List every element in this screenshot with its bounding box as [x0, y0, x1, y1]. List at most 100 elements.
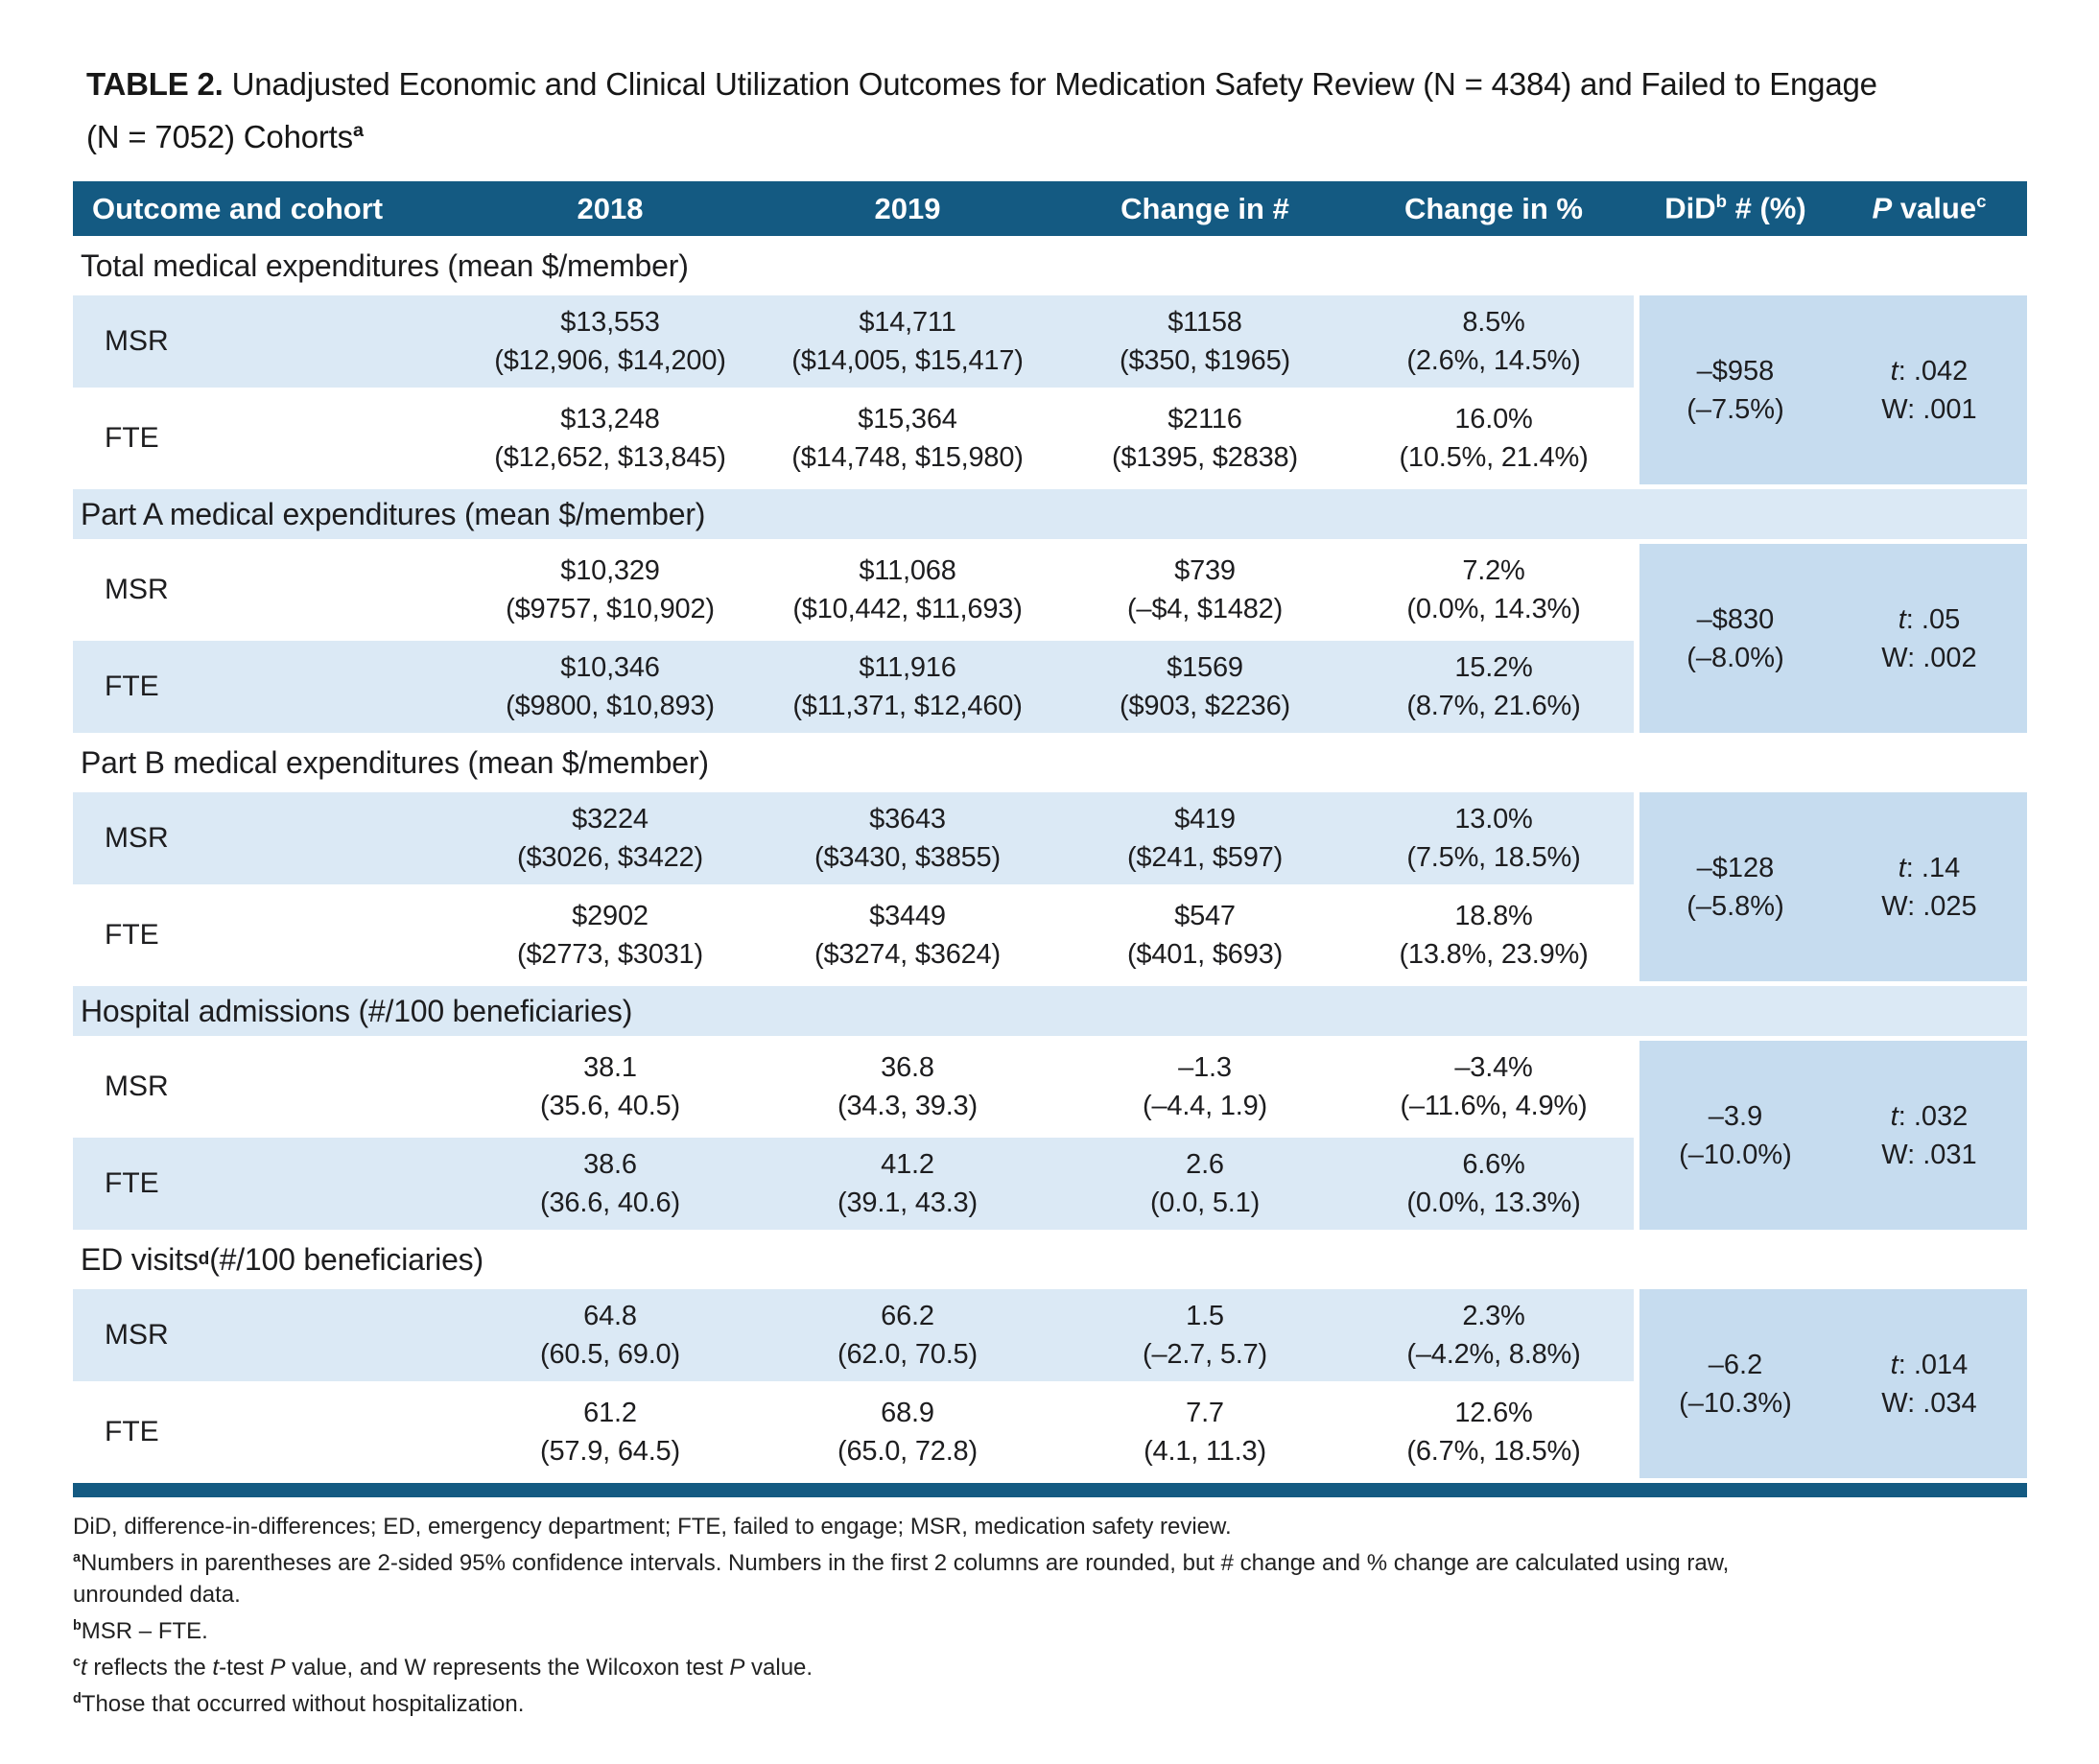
value: $11,916 [859, 652, 956, 683]
confidence-interval: ($10,442, $11,693) [792, 594, 1023, 624]
footnote-b: bMSR – FTE. [73, 1618, 208, 1644]
value: $10,329 [560, 555, 660, 586]
cell-change-number: $739 (–$4, $1482) [1056, 544, 1354, 636]
value: $10,346 [560, 652, 660, 683]
confidence-interval: (8.7%, 21.6%) [1406, 691, 1581, 721]
value: 6.6% [1462, 1149, 1525, 1180]
table-title: TABLE 2. Unadjusted Economic and Clinica… [86, 0, 2026, 160]
section-rows: MSR 64.8 (60.5, 69.0) 66.2 (62.0, 70.5) … [73, 1289, 2027, 1478]
cell-2018: 61.2 (57.9, 64.5) [461, 1386, 759, 1478]
value: $1569 [1167, 652, 1243, 683]
confidence-interval: ($9757, $10,902) [506, 594, 715, 624]
confidence-interval: ($12,906, $14,200) [494, 345, 726, 376]
value: 41.2 [881, 1149, 934, 1180]
cell-2019: $11,916 ($11,371, $12,460) [759, 641, 1056, 733]
did-value: –$958 (–7.5%) [1639, 295, 1831, 484]
value: $13,553 [560, 307, 660, 338]
did-percent: (–10.0%) [1679, 1139, 1792, 1170]
value: 8.5% [1462, 307, 1525, 338]
footnote-d: dThose that occurred without hospitaliza… [73, 1691, 525, 1717]
confidence-interval: ($3274, $3624) [814, 939, 1001, 970]
pvalue-cell: t: .14 W: .025 [1831, 792, 2027, 981]
section-header: Hospital admissions (#/100 beneficiaries… [73, 986, 2027, 1036]
value: $2902 [572, 901, 649, 931]
cell-change-number: 7.7 (4.1, 11.3) [1056, 1386, 1354, 1478]
confidence-interval: (60.5, 69.0) [540, 1339, 680, 1370]
footnote-a: aNumbers in parentheses are 2-sided 95% … [73, 1550, 1730, 1576]
cell-change-percent: 7.2% (0.0%, 14.3%) [1354, 544, 1634, 636]
cell-change-number: 2.6 (0.0, 5.1) [1056, 1138, 1354, 1230]
did-pvalue-merged-cell: –$958 (–7.5%) t: .042 W: .001 [1639, 295, 2027, 484]
confidence-interval: ($401, $693) [1126, 939, 1284, 970]
section-rows: MSR $10,329 ($9757, $10,902) $11,068 ($1… [73, 544, 2027, 733]
col-header-2019: 2019 [874, 191, 941, 225]
cell-2019: $14,711 ($14,005, $15,417) [759, 295, 1056, 388]
did-number: –3.9 [1708, 1100, 1763, 1132]
confidence-interval: (65.0, 72.8) [837, 1436, 978, 1467]
confidence-interval: (–4.2%, 8.8%) [1406, 1339, 1581, 1370]
cohort-label-msr: MSR [73, 1289, 461, 1381]
wilcoxon-pvalue: W: .002 [1881, 642, 1977, 673]
confidence-interval: (39.1, 43.3) [837, 1188, 978, 1218]
value: $13,248 [560, 404, 660, 435]
section-part-a-medical-expenditures: Part A medical expenditures (mean $/memb… [73, 489, 2027, 733]
section-part-b-medical-expenditures: Part B medical expenditures (mean $/memb… [73, 738, 2027, 981]
cohort-label-fte: FTE [105, 1416, 159, 1447]
cell-change-percent: 15.2% (8.7%, 21.6%) [1354, 641, 1634, 733]
wilcoxon-pvalue: W: .031 [1881, 1139, 1977, 1170]
value: $1158 [1167, 307, 1242, 338]
col-header-change-percent: Change in % [1403, 191, 1583, 225]
confidence-interval: (0.0%, 13.3%) [1406, 1188, 1581, 1218]
cell-change-percent: –3.4% (–11.6%, 4.9%) [1354, 1041, 1634, 1133]
cohort-label-fte: FTE [73, 1138, 461, 1230]
cell-change-percent: 13.0% (7.5%, 18.5%) [1354, 792, 1634, 884]
footnote-abbreviations: DiD, difference-in-differences; ED, emer… [73, 1514, 1232, 1540]
confidence-interval: ($3026, $3422) [517, 842, 703, 873]
section-hospital-admissions: Hospital admissions (#/100 beneficiaries… [73, 986, 2027, 1230]
confidence-interval: ($350, $1965) [1120, 345, 1290, 376]
value: 13.0% [1454, 804, 1533, 835]
section-header: Part B medical expenditures (mean $/memb… [81, 744, 709, 780]
t-test-pvalue: t: .14 [1898, 852, 1961, 883]
value: 1.5 [1186, 1301, 1224, 1331]
value: $2116 [1167, 404, 1242, 435]
cell-2018: 38.1 (35.6, 40.5) [461, 1041, 759, 1133]
value: –1.3 [1178, 1052, 1232, 1083]
cell-change-percent: 18.8% (13.8%, 23.9%) [1354, 889, 1634, 981]
did-pvalue-merged-cell: –3.9 (–10.0%) t: .032 W: .031 [1639, 1041, 2027, 1230]
cell-2019: 36.8 (34.3, 39.3) [759, 1041, 1056, 1133]
section-rows: MSR 38.1 (35.6, 40.5) 36.8 (34.3, 39.3) … [73, 1041, 2027, 1230]
t-test-pvalue: t: .032 [1890, 1100, 1969, 1132]
cell-2019: 66.2 (62.0, 70.5) [759, 1289, 1056, 1381]
cell-2019: $15,364 ($14,748, $15,980) [759, 392, 1056, 484]
value: 16.0% [1454, 404, 1533, 435]
did-value: –$128 (–5.8%) [1639, 792, 1831, 981]
value: $15,364 [858, 404, 957, 435]
confidence-interval: (0.0, 5.1) [1149, 1188, 1261, 1218]
cell-2018: 38.6 (36.6, 40.6) [461, 1138, 759, 1230]
did-number: –$958 [1696, 355, 1775, 387]
did-value: –$830 (–8.0%) [1639, 544, 1831, 733]
confidence-interval: (2.6%, 14.5%) [1406, 345, 1581, 376]
value: $547 [1174, 901, 1236, 931]
section-rows: MSR $3224 ($3026, $3422) $3643 ($3430, $… [73, 792, 2027, 981]
cell-change-number: $419 ($241, $597) [1056, 792, 1354, 884]
cell-2018: $10,329 ($9757, $10,902) [461, 544, 759, 636]
table-header-row: Outcome and cohort 2018 2019 Change in #… [73, 181, 2027, 236]
cell-change-number: $1158 ($350, $1965) [1056, 295, 1354, 388]
did-pvalue-merged-cell: –$830 (–8.0%) t: .05 W: .002 [1639, 544, 2027, 733]
cell-change-percent: 16.0% (10.5%, 21.4%) [1354, 392, 1634, 484]
value: 15.2% [1454, 652, 1533, 683]
cell-change-percent: 12.6% (6.7%, 18.5%) [1354, 1386, 1634, 1478]
t-test-pvalue: t: .05 [1898, 603, 1961, 635]
value: $3643 [869, 804, 946, 835]
cell-2018: $13,248 ($12,652, $13,845) [461, 392, 759, 484]
cell-change-percent: 6.6% (0.0%, 13.3%) [1354, 1138, 1634, 1230]
confidence-interval: ($12,652, $13,845) [494, 442, 726, 473]
table-title-line1: TABLE 2. Unadjusted Economic and Clinica… [86, 66, 1877, 102]
confidence-interval: (7.5%, 18.5%) [1406, 842, 1581, 873]
pvalue-cell: t: .042 W: .001 [1831, 295, 2027, 484]
confidence-interval: (35.6, 40.5) [540, 1091, 680, 1121]
value: 36.8 [881, 1052, 934, 1083]
did-percent: (–7.5%) [1686, 393, 1784, 425]
